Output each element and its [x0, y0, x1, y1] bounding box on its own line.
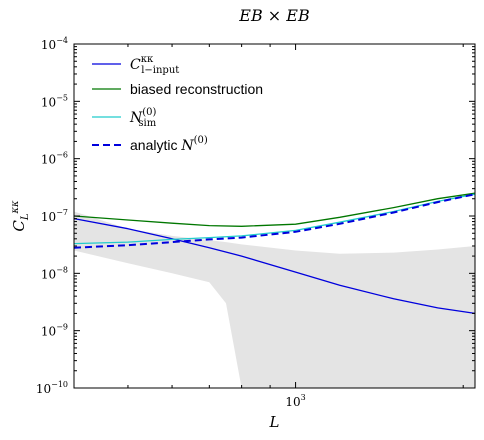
y-axis-label: CLκκ	[10, 200, 31, 232]
x-tick-label: 103	[285, 393, 305, 409]
ticks-layer: 10−10 10−9 10−8 10−7 10−6 10−5 10−4 103	[36, 36, 475, 409]
y-tick-label: 10−10	[36, 380, 68, 396]
uncertainty-band-layer	[74, 211, 475, 388]
legend: Cκκ l−input biased reconstruction N(0) sim an…	[92, 54, 263, 154]
series-layer	[74, 192, 475, 315]
legend-entry-label: analytic N(0)	[130, 135, 208, 154]
series-line-analytic-n-0	[74, 193, 475, 249]
x-axis-label: L	[269, 413, 280, 431]
legend-entry-label: N(0) sim	[129, 107, 157, 129]
legend-entry-label: Cκκ l−input	[130, 54, 179, 76]
legend-entry-label: biased reconstruction	[130, 81, 263, 97]
y-tick-label: 10−8	[41, 265, 68, 281]
y-tick-label: 10−4	[41, 36, 68, 52]
series-line-c-l-input	[74, 217, 475, 315]
y-tick-label: 10−5	[41, 93, 68, 109]
y-tick-label: 10−7	[41, 208, 68, 224]
series-line-biased-reconstruction	[74, 192, 475, 227]
y-tick-label: 10−6	[41, 151, 68, 167]
y-tick-label: 10−9	[41, 323, 68, 339]
uncertainty-band	[74, 211, 475, 388]
chart-title: EB × EB	[238, 6, 310, 25]
